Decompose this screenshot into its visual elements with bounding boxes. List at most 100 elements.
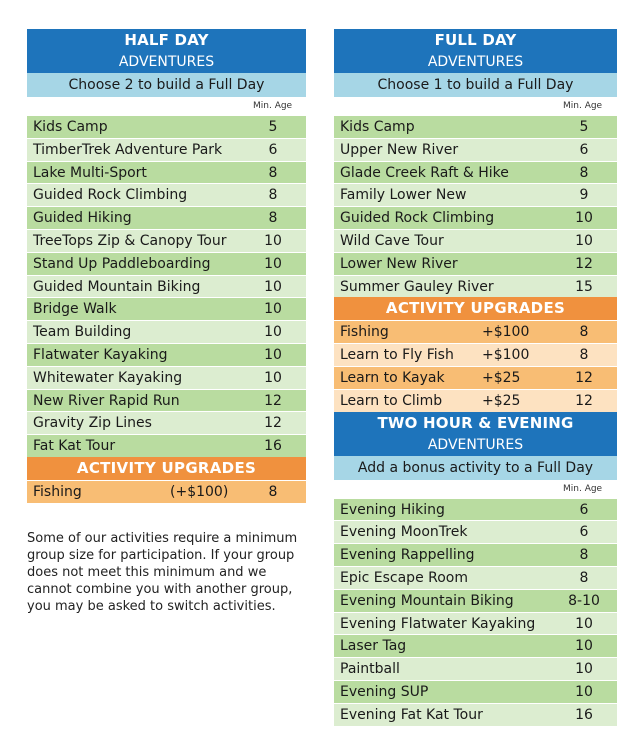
activity-row: Paintball 10	[334, 657, 617, 680]
min-age-value: 10	[575, 232, 593, 249]
activity-name: Paintball	[340, 661, 400, 678]
half-day-instruction: Choose 2 to build a Full Day	[27, 73, 306, 97]
half-day-header: HALF DAY ADVENTURES	[27, 29, 306, 73]
full-day-title: FULL DAY	[434, 31, 517, 49]
activity-name: Evening MoonTrek	[340, 524, 468, 541]
min-age-value: 5	[268, 119, 278, 135]
activity-name: Whitewater Kayaking	[33, 369, 183, 386]
activity-name: Fat Kat Tour	[33, 438, 116, 455]
min-age-label: Min. Age	[563, 101, 603, 111]
min-age-value: 12	[575, 255, 593, 272]
activity-name: Upper New River	[340, 141, 459, 158]
min-age-value: 9	[579, 187, 589, 204]
min-age-value: 8	[579, 164, 589, 181]
two-hour-instruction: Add a bonus activity to a Full Day	[334, 455, 617, 480]
half-day-upgrades-list: Fishing (+$100) 8	[27, 479, 306, 503]
activity-row: Kids Camp 5	[334, 115, 617, 138]
min-age-label: Min. Age	[253, 101, 293, 111]
min-age-value: 12	[264, 392, 282, 409]
activity-name: Learn to Kayak	[340, 369, 445, 386]
half-day-upgrades-title: ACTIVITY UPGRADES	[27, 456, 306, 480]
upgrade-row: Learn to Kayak +$25 12	[334, 365, 617, 389]
activity-name: Fishing	[340, 324, 389, 341]
min-age-label: Min. Age	[563, 483, 603, 494]
full-day-upgrades-list: Fishing +$100 8 Learn to Fly Fish +$100 8 Lear…	[334, 320, 617, 412]
min-age-value: 5	[579, 119, 589, 135]
min-age-value: 8-10	[568, 592, 600, 609]
min-age-value: 12	[575, 392, 593, 409]
activity-name: New River Rapid Run	[33, 392, 180, 409]
full-day-min-age-header: Min. Age	[334, 97, 617, 115]
upgrade-row: Learn to Fly Fish +$100 8	[334, 343, 617, 366]
min-age-value: 10	[264, 255, 282, 272]
min-age-value: 6	[579, 141, 589, 158]
min-age-value: 12	[575, 369, 593, 386]
full-day-subtitle: ADVENTURES	[427, 54, 524, 70]
activity-name: TimberTrek Adventure Park	[33, 141, 223, 158]
activity-name: Learn to Climb	[340, 392, 443, 409]
activity-row: Flatwater Kayaking 10	[27, 342, 306, 366]
activity-row: TreeTops Zip & Canopy Tour 10	[27, 228, 306, 252]
two-hour-min-age-header: Min. Age	[334, 479, 617, 498]
min-age-value: 8	[268, 210, 278, 227]
activity-row: Epic Escape Room 8	[334, 565, 617, 589]
min-age-value: 10	[575, 683, 593, 700]
upgrade-price: +$100	[482, 347, 530, 364]
activity-row: Guided Mountain Biking 10	[27, 274, 306, 298]
min-age-value: 10	[264, 346, 282, 363]
activity-row: Lake Multi-Sport 8	[27, 160, 306, 184]
activity-name: Lower New River	[340, 255, 458, 272]
full-day-instruction: Choose 1 to build a Full Day	[334, 73, 617, 97]
activity-row: Guided Rock Climbing 10	[334, 206, 617, 229]
activity-row: New River Rapid Run 12	[27, 388, 306, 412]
min-age-value: 10	[264, 232, 282, 249]
activity-row: Evening MoonTrek 6	[334, 520, 617, 544]
activity-name: Guided Mountain Biking	[33, 278, 201, 295]
activity-name: Evening Mountain Biking	[340, 592, 514, 609]
two-hour-title: TWO HOUR & EVENING	[377, 413, 574, 432]
activity-name: Evening Fat Kat Tour	[340, 706, 483, 723]
min-age-value: 8	[579, 347, 589, 364]
min-age-value: 8	[268, 164, 278, 181]
activity-name: Family Lower New	[340, 187, 467, 204]
half-day-min-age-header: Min. Age	[27, 97, 306, 115]
min-age-value: 10	[575, 661, 593, 678]
min-age-value: 8	[579, 547, 589, 564]
min-age-value: 6	[268, 141, 278, 158]
activity-row: Wild Cave Tour 10	[334, 228, 617, 252]
full-day-list: Kids Camp 5 Upper New River 6 Glade Creek Ra…	[334, 115, 617, 298]
activity-row: Stand Up Paddleboarding 10	[27, 251, 306, 275]
activity-row: Gravity Zip Lines 12	[27, 411, 306, 435]
full-day-section: FULL DAY ADVENTURES Choose 1 to build a …	[334, 29, 617, 726]
upgrade-price: +$100	[482, 324, 530, 341]
activity-row: Evening Hiking 6	[334, 497, 617, 521]
activity-name: Guided Hiking	[33, 210, 132, 227]
min-age-value: 12	[264, 415, 282, 432]
half-day-section: HALF DAY ADVENTURES Choose 2 to build a …	[27, 29, 306, 503]
activity-row: Evening Mountain Biking 8-10	[334, 588, 617, 612]
upgrade-price: (+$100)	[170, 483, 229, 500]
activity-row: Bridge Walk 10	[27, 297, 306, 321]
half-day-subtitle: ADVENTURES	[118, 54, 215, 70]
activity-row: Upper New River 6	[334, 137, 617, 161]
full-day-header: FULL DAY ADVENTURES	[334, 29, 617, 73]
activity-name: Summer Gauley River	[340, 278, 494, 295]
activity-name: Evening SUP	[340, 683, 429, 700]
activity-name: Wild Cave Tour	[340, 232, 444, 249]
activity-row: Whitewater Kayaking 10	[27, 365, 306, 389]
activity-row: TimberTrek Adventure Park 6	[27, 137, 306, 161]
min-age-value: 8	[579, 324, 589, 341]
upgrade-price: +$25	[482, 369, 521, 386]
activity-row: Laser Tag 10	[334, 634, 617, 658]
min-age-value: 6	[579, 524, 589, 541]
activity-name: Stand Up Paddleboarding	[33, 255, 211, 272]
upgrade-row: Fishing +$100 8	[334, 320, 617, 344]
min-age-value: 8	[268, 187, 278, 204]
activity-name: Gravity Zip Lines	[33, 415, 152, 432]
activity-row: Glade Creek Raft & Hike 8	[334, 160, 617, 184]
activity-name: Bridge Walk	[33, 301, 117, 318]
full-day-upgrades-title: ACTIVITY UPGRADES	[334, 297, 617, 321]
activity-name: Guided Rock Climbing	[33, 187, 188, 204]
activity-name: Evening Rappelling	[340, 547, 475, 564]
two-hour-header: TWO HOUR & EVENING ADVENTURES	[334, 411, 617, 456]
